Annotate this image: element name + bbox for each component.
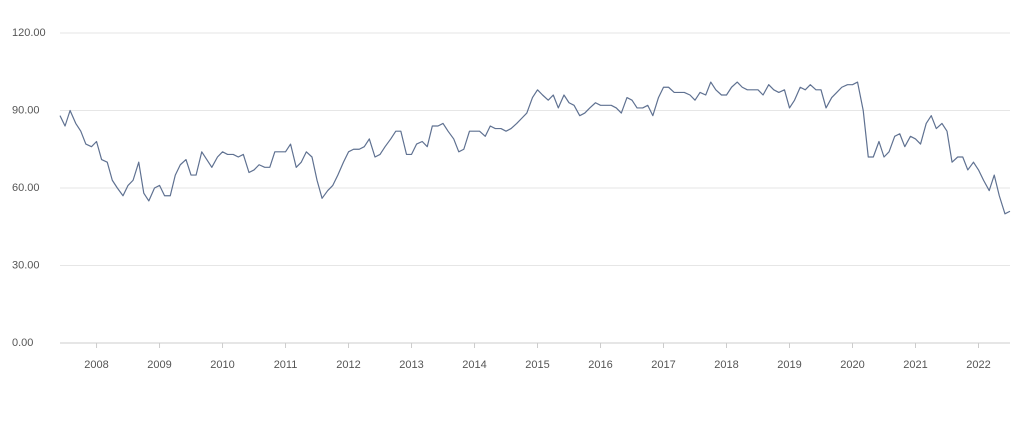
x-tick-label: 2016	[588, 359, 612, 371]
x-tick-label: 2017	[651, 359, 675, 371]
line	[59, 81, 1011, 215]
x-tick-label: 2019	[777, 359, 801, 371]
x-tick-label: 2021	[903, 359, 927, 371]
x-tick-label: 2012	[336, 359, 360, 371]
x-tick-label: 2013	[399, 359, 423, 371]
x-tick-label: 2009	[147, 359, 171, 371]
y-tick-label: 30.00	[12, 259, 40, 271]
x-tick-label: 2022	[966, 359, 990, 371]
x-tick-label: 2010	[210, 359, 234, 371]
x-tick-label: 2018	[714, 359, 738, 371]
x-tick-label: 2015	[525, 359, 549, 371]
x-tick-label: 2008	[84, 359, 108, 371]
x-tick-label: 2011	[274, 359, 298, 371]
y-tick-label: 60.00	[12, 182, 40, 194]
y-tick-label: 0.00	[12, 337, 33, 349]
y-tick-label: 90.00	[12, 104, 40, 116]
y-tick-label: 120.00	[12, 27, 46, 39]
x-tick-label: 2020	[840, 359, 864, 371]
x-tick-label: 2014	[462, 359, 486, 371]
